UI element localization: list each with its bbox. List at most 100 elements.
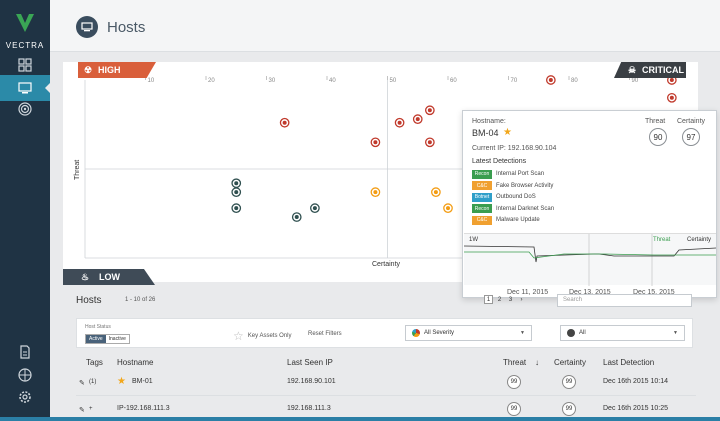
host-point[interactable] (412, 114, 423, 125)
detections-icon (18, 102, 32, 116)
detection-name: Malware Update (496, 217, 540, 223)
col-threat[interactable]: Threat (503, 358, 527, 367)
detection-row[interactable]: Botnet Outbound DoS (472, 192, 536, 202)
col-tags[interactable]: Tags (86, 358, 103, 367)
popover-certainty-label: Certainty (677, 118, 706, 125)
x-axis-label: Certainty (372, 261, 401, 268)
host-point[interactable] (424, 137, 435, 148)
page-3[interactable]: 3 (508, 296, 513, 303)
host-detail-popover[interactable]: Hostname: BM-04 ★ Threat Certainty 90 97… (462, 110, 717, 298)
detection-name: Fake Browser Activity (496, 182, 554, 189)
page-1[interactable]: 1 (484, 295, 493, 304)
severity-select[interactable]: All Severity ▼ (405, 325, 532, 341)
col-certainty[interactable]: Certainty (554, 358, 587, 367)
host-point[interactable] (231, 203, 242, 214)
hostname-cell[interactable]: IP-192.168.111.3 (117, 405, 170, 412)
page-header: Hosts (50, 0, 720, 52)
search-input[interactable]: Search (557, 294, 692, 307)
col-last-seen-ip[interactable]: Last Seen IP (287, 358, 333, 367)
sidebar-item-detections[interactable] (0, 96, 50, 122)
host-point[interactable] (279, 117, 290, 128)
pagination: 1 2 3 › (484, 295, 526, 304)
host-point[interactable] (394, 117, 405, 128)
detection-row[interactable]: C&C Fake Browser Activity (472, 181, 553, 191)
tags-cell[interactable]: (1) (89, 379, 97, 385)
category-value: All (579, 330, 586, 336)
reports-icon (20, 345, 30, 359)
sidebar-item-dashboard[interactable] (0, 52, 50, 78)
low-label: LOW (99, 272, 120, 282)
host-point[interactable] (231, 187, 242, 197)
star-outline-icon: ☆ (233, 329, 244, 343)
page-2[interactable]: 2 (497, 296, 502, 303)
detection-row[interactable]: Recon Internal Darknet Scan (472, 204, 554, 214)
host-point[interactable] (666, 92, 677, 103)
table-row[interactable]: ✎ (1) ★ BM-01 192.168.90.101 99 99 Dec 1… (76, 370, 696, 396)
key-assets-label: Key Assets Only (247, 333, 292, 339)
spark-date-1: Dec 11, 2015 (507, 289, 549, 296)
popover-certainty-score: 97 (682, 128, 700, 146)
host-point[interactable] (310, 203, 320, 214)
ip-cell: 192.168.90.101 (287, 378, 336, 385)
current-ip: Current IP: 192.168.90.104 (472, 145, 557, 152)
chevron-down-icon: ▼ (673, 330, 678, 336)
host-point[interactable] (231, 178, 242, 189)
detection-name: Outbound DoS (496, 194, 536, 200)
key-assets-filter[interactable]: ☆ Key Assets Only (233, 329, 291, 343)
x-tick-label: 10 (148, 78, 155, 84)
sidebar-item-hosts[interactable] (0, 75, 50, 101)
reset-filters-link[interactable]: Reset Filters (308, 331, 342, 337)
col-last-detection[interactable]: Last Detection (603, 358, 655, 367)
popover-threat-score: 90 (649, 128, 667, 146)
page-title: Hosts (107, 19, 146, 36)
detection-category-badge: Botnet (472, 192, 492, 202)
x-tick-label: 40 (329, 78, 336, 84)
spark-date-3: Dec 15, 2015 (633, 289, 675, 296)
hosts-icon (18, 82, 32, 94)
status-inactive[interactable]: Inactive (108, 336, 126, 342)
filter-bar: Host Status Active Inactive ☆ Key Assets… (76, 318, 693, 348)
skull-icon: ☠ (628, 64, 637, 75)
host-point[interactable] (370, 187, 381, 197)
host-point[interactable] (291, 212, 302, 222)
table-row[interactable]: ✎ + IP-192.168.111.3 192.168.111.3 99 99… (76, 397, 696, 421)
category-select[interactable]: All ▼ (560, 325, 685, 341)
certainty-score: 99 (562, 375, 576, 389)
severity-icon (412, 329, 420, 337)
page-next[interactable]: › (520, 296, 523, 303)
host-point[interactable] (431, 187, 441, 197)
status-active[interactable]: Active (86, 335, 106, 343)
tags-cell[interactable]: + (89, 406, 93, 412)
y-axis-label: Threat (74, 160, 81, 180)
x-tick-label: 80 (571, 78, 578, 84)
detection-row[interactable]: Recon Internal Port Scan (472, 169, 544, 179)
detection-name: Internal Port Scan (496, 171, 545, 177)
key-asset-star-icon[interactable]: ★ (117, 376, 126, 387)
tag-icon[interactable]: ✎ (79, 380, 85, 387)
tag-icon[interactable]: ✎ (79, 407, 85, 414)
last-detection-cell: Dec 16th 2015 10:14 (603, 378, 668, 385)
threat-score: 99 (507, 375, 521, 389)
host-status-toggle[interactable]: Active Inactive (85, 334, 130, 344)
popover-hostname[interactable]: BM-04 (472, 128, 499, 138)
host-point[interactable] (443, 203, 453, 214)
col-hostname[interactable]: Hostname (117, 358, 154, 367)
vectra-logo-icon (16, 14, 34, 32)
high-band-label: ☢ HIGH (78, 62, 156, 78)
sidebar-item-settings[interactable] (0, 384, 50, 410)
x-tick-label: 50 (390, 78, 397, 84)
sort-desc-icon[interactable]: ↓ (535, 358, 539, 367)
hostname-label: Hostname: (472, 118, 506, 125)
host-point[interactable] (424, 105, 435, 116)
host-point[interactable] (545, 75, 556, 85)
vectra-logo[interactable]: VECTRA (0, 8, 50, 50)
hostname-cell[interactable]: BM-01 (132, 378, 153, 385)
host-point[interactable] (370, 137, 381, 148)
key-asset-star-icon[interactable]: ★ (503, 127, 512, 138)
sidebar-item-reports[interactable] (0, 339, 50, 365)
detection-category-badge: C&C (472, 215, 492, 225)
popover-threat-label: Threat (645, 118, 666, 125)
sidebar-item-network[interactable] (0, 362, 50, 388)
ip-cell: 192.168.111.3 (287, 405, 331, 412)
detection-row[interactable]: C&C Malware Update (472, 215, 540, 225)
